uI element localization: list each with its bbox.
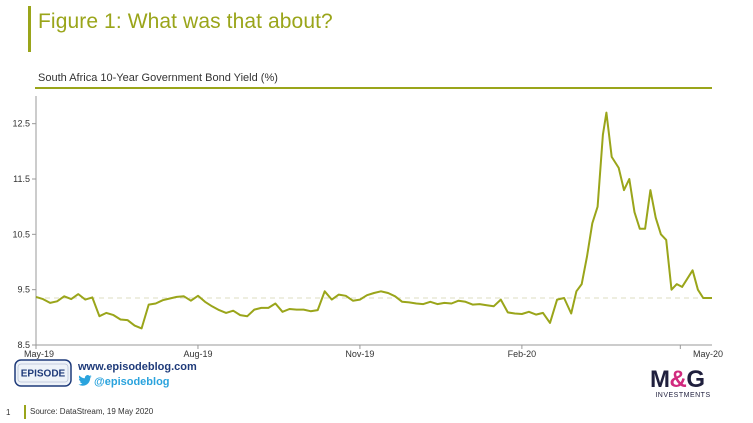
mg-logo-subtext: INVESTMENTS <box>655 392 711 399</box>
y-tick-label: 8.5 <box>17 340 30 350</box>
twitter-handle-text: @episodeblog <box>94 376 170 388</box>
x-tick-label: Nov-19 <box>345 349 374 359</box>
website-link[interactable]: www.episodeblog.com <box>78 361 197 373</box>
title-accent-bar <box>28 6 31 52</box>
y-tick-label: 12.5 <box>12 119 30 129</box>
mg-logo-text: M&G <box>650 366 705 393</box>
y-tick-label: 11.5 <box>13 174 30 184</box>
subtitle-rule <box>35 87 712 89</box>
y-tick-label: 10.5 <box>12 229 30 239</box>
source-note: Source: DataStream, 19 May 2020 <box>30 407 154 416</box>
episode-logo-text: EPISODE <box>21 369 66 380</box>
x-tick-label: Feb-20 <box>508 349 537 359</box>
figure-title: Figure 1: What was that about? <box>38 10 333 33</box>
twitter-handle-link[interactable]: @episodeblog <box>78 375 170 388</box>
mg-investments-logo: M&G INVESTMENTS <box>650 368 716 400</box>
yield-line <box>35 111 712 330</box>
y-tick-label: 9.5 <box>17 285 30 295</box>
x-tick-label: May-19 <box>24 349 54 359</box>
x-tick-label: May-20 <box>693 349 723 359</box>
mg-logo-mark: M&G <box>650 368 716 392</box>
source-accent-bar <box>24 405 26 419</box>
x-tick-label: Aug-19 <box>183 349 212 359</box>
twitter-bird-icon <box>78 375 92 386</box>
chart-subtitle: South Africa 10-Year Government Bond Yie… <box>38 72 278 84</box>
page-number: 1 <box>6 408 11 417</box>
episode-logo: EPISODE <box>14 359 72 387</box>
mg-logo-ampersand: & <box>669 366 687 393</box>
